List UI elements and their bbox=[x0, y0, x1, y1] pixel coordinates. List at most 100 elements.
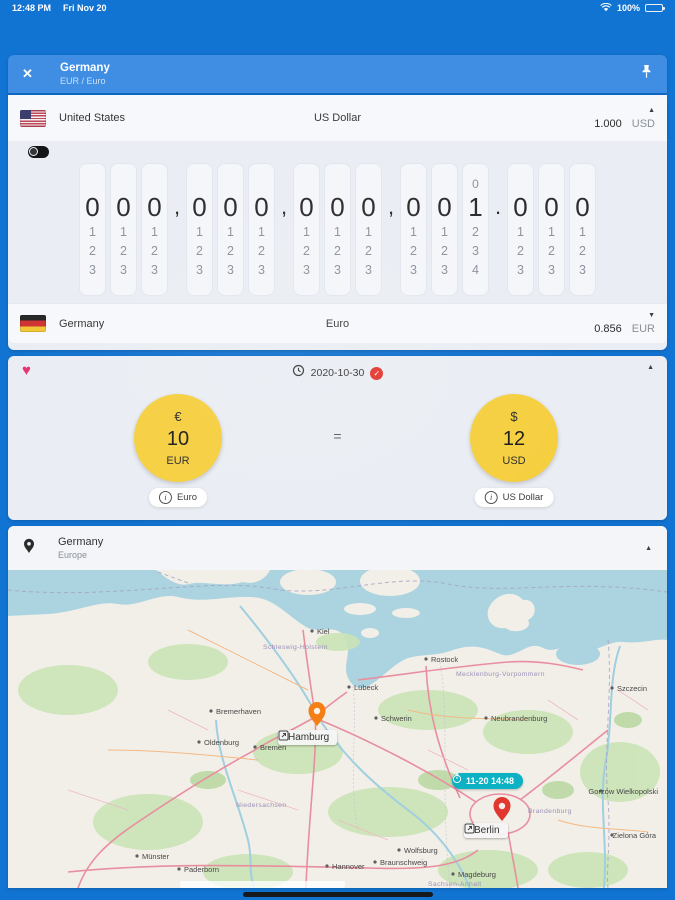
battery-percent: 100% bbox=[616, 3, 640, 13]
map-label: Schleswig-Holstein bbox=[263, 644, 328, 651]
map-view[interactable]: Kiel Lübeck Rostock Schwerin Neubrandenburg S… bbox=[8, 570, 667, 888]
map-label: Neubrandenburg bbox=[491, 714, 547, 723]
map-city-dot bbox=[424, 657, 428, 661]
map-label: Mecklenburg-Vorpommern bbox=[456, 671, 545, 678]
map-label: Brandenburg bbox=[528, 808, 572, 815]
location-pin-icon bbox=[23, 538, 35, 559]
from-country: United States bbox=[59, 112, 126, 124]
pushpin-icon[interactable] bbox=[640, 64, 653, 84]
map-city-dot bbox=[209, 709, 213, 713]
map-attribution bbox=[180, 881, 345, 888]
map-label: Oldenburg bbox=[204, 738, 239, 747]
from-value: 1.000 bbox=[594, 117, 622, 130]
to-currency-name: Euro bbox=[325, 317, 350, 330]
home-indicator[interactable] bbox=[243, 892, 433, 897]
berlin-chip[interactable]: Berlin bbox=[464, 823, 508, 838]
map-label: Kiel bbox=[317, 627, 330, 636]
us-flag-icon bbox=[20, 109, 46, 127]
map-city-dot bbox=[135, 854, 139, 858]
caret-up-icon[interactable]: ▲ bbox=[648, 106, 655, 114]
detail-header: ✕ Germany EUR / Euro bbox=[8, 55, 667, 93]
battery-icon bbox=[645, 3, 665, 13]
map-label: Niedersachsen bbox=[236, 802, 287, 809]
page-subtitle: EUR / Euro bbox=[60, 76, 106, 86]
rate-date: 2020-10-30 bbox=[310, 367, 365, 379]
rate-date-row[interactable]: 2020-10-30 ✓ bbox=[8, 364, 667, 382]
map-label: Wolfsburg bbox=[404, 846, 438, 855]
map-city-dot bbox=[325, 864, 329, 868]
close-icon[interactable]: ✕ bbox=[22, 66, 33, 81]
map-label: Gorzów Wielkopolski bbox=[588, 787, 658, 796]
map-svg: Kiel Lübeck Rostock Schwerin Neubrandenburg S… bbox=[8, 570, 667, 888]
map-city-dot bbox=[599, 789, 603, 793]
from-code: USD bbox=[631, 117, 655, 130]
check-badge-icon: ✓ bbox=[370, 366, 384, 380]
usdollar-label: US Dollar bbox=[502, 492, 544, 503]
euro-info-chip[interactable]: i Euro bbox=[148, 488, 208, 507]
map-card-header[interactable]: Germany Europe ▲ bbox=[8, 526, 667, 570]
favorite-heart-icon[interactable]: ♥ bbox=[22, 362, 31, 379]
map-label: Sachsen-Anhalt bbox=[428, 881, 482, 888]
keyboard-toggle[interactable] bbox=[28, 146, 49, 158]
hamburg-chip[interactable]: Hamburg bbox=[278, 730, 338, 745]
status-time: 12:48 PM bbox=[12, 3, 52, 13]
map-label: Magdeburg bbox=[458, 870, 496, 879]
wifi-icon bbox=[600, 2, 612, 14]
from-currency-name: US Dollar bbox=[313, 112, 362, 124]
eur-amount: 10 bbox=[166, 428, 190, 450]
toggle-knob bbox=[29, 147, 38, 156]
digit-separator: , bbox=[280, 194, 288, 219]
digit-separator: . bbox=[494, 194, 502, 219]
collapse-caret-icon[interactable]: ▲ bbox=[645, 544, 652, 552]
map-label: Münster bbox=[142, 852, 170, 861]
germany-flag-icon bbox=[20, 315, 46, 332]
berlin-map-pin-icon[interactable] bbox=[493, 797, 511, 821]
to-code: EUR bbox=[631, 323, 655, 335]
usd-symbol: $ bbox=[510, 409, 518, 424]
map-continent: Europe bbox=[58, 550, 88, 560]
currency-row-from[interactable]: United States US Dollar ▲ 1.000 USD bbox=[8, 95, 667, 141]
eur-symbol: € bbox=[174, 409, 182, 424]
map-city-dot bbox=[253, 745, 257, 749]
map-country: Germany bbox=[58, 536, 104, 548]
caret-down-icon[interactable]: ▼ bbox=[648, 312, 655, 319]
hamburg-map-pin-icon[interactable] bbox=[308, 702, 326, 726]
map-city-dot bbox=[374, 716, 378, 720]
map-label: Schwerin bbox=[381, 714, 412, 723]
digit-separator: , bbox=[173, 194, 181, 219]
usd-amount: 12 bbox=[502, 428, 526, 450]
status-bar: 12:48 PM Fri Nov 20 100% bbox=[0, 0, 675, 16]
currency-row-to[interactable]: Germany Euro ▼ 0.856 EUR bbox=[8, 303, 667, 343]
status-date: Fri Nov 20 bbox=[63, 3, 107, 13]
map-label: Rostock bbox=[431, 655, 458, 664]
map-label: Lübeck bbox=[354, 683, 378, 692]
map-city-dot bbox=[177, 867, 181, 871]
map-city-dot bbox=[197, 740, 201, 744]
amount-circle-eur[interactable]: € 10 EUR bbox=[134, 394, 222, 482]
amount-circle-usd[interactable]: $ 12 USD bbox=[470, 394, 558, 482]
collapse-caret-icon[interactable]: ▲ bbox=[647, 364, 654, 371]
map-city-dot bbox=[397, 848, 401, 852]
favorite-card: ♥ 2020-10-30 ✓ ▲ € 10 EUR = $ 12 USD i E… bbox=[8, 356, 667, 520]
map-city-dot bbox=[310, 629, 314, 633]
history-clock-icon bbox=[292, 364, 305, 382]
usdollar-info-chip[interactable]: i US Dollar bbox=[474, 488, 554, 507]
